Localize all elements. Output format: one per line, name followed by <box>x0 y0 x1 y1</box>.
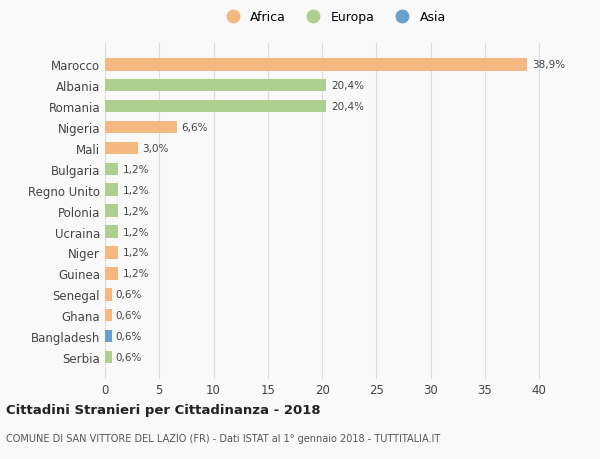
Text: 1,2%: 1,2% <box>122 248 149 258</box>
Text: 0,6%: 0,6% <box>116 331 142 341</box>
Text: 1,2%: 1,2% <box>122 227 149 237</box>
Bar <box>105 163 118 176</box>
Bar <box>105 205 118 218</box>
Text: 1,2%: 1,2% <box>122 269 149 279</box>
Legend: Africa, Europa, Asia: Africa, Europa, Asia <box>215 6 451 29</box>
Bar <box>105 101 326 113</box>
Bar <box>105 142 137 155</box>
Bar <box>105 351 112 364</box>
Bar <box>105 309 112 322</box>
Text: 0,6%: 0,6% <box>116 290 142 300</box>
Bar <box>105 246 118 259</box>
Text: COMUNE DI SAN VITTORE DEL LAZIO (FR) - Dati ISTAT al 1° gennaio 2018 - TUTTITALI: COMUNE DI SAN VITTORE DEL LAZIO (FR) - D… <box>6 433 440 442</box>
Text: 0,6%: 0,6% <box>116 352 142 362</box>
Text: 20,4%: 20,4% <box>331 81 364 91</box>
Text: 0,6%: 0,6% <box>116 310 142 320</box>
Bar <box>105 80 326 92</box>
Bar <box>105 330 112 342</box>
Bar <box>105 184 118 196</box>
Text: Cittadini Stranieri per Cittadinanza - 2018: Cittadini Stranieri per Cittadinanza - 2… <box>6 403 320 416</box>
Bar <box>105 226 118 238</box>
Text: 6,6%: 6,6% <box>181 123 208 133</box>
Text: 20,4%: 20,4% <box>331 102 364 112</box>
Text: 3,0%: 3,0% <box>142 144 168 154</box>
Bar <box>105 59 527 71</box>
Bar <box>105 122 176 134</box>
Text: 1,2%: 1,2% <box>122 206 149 216</box>
Bar <box>105 288 112 301</box>
Bar <box>105 268 118 280</box>
Text: 1,2%: 1,2% <box>122 185 149 195</box>
Text: 38,9%: 38,9% <box>532 60 565 70</box>
Text: 1,2%: 1,2% <box>122 164 149 174</box>
